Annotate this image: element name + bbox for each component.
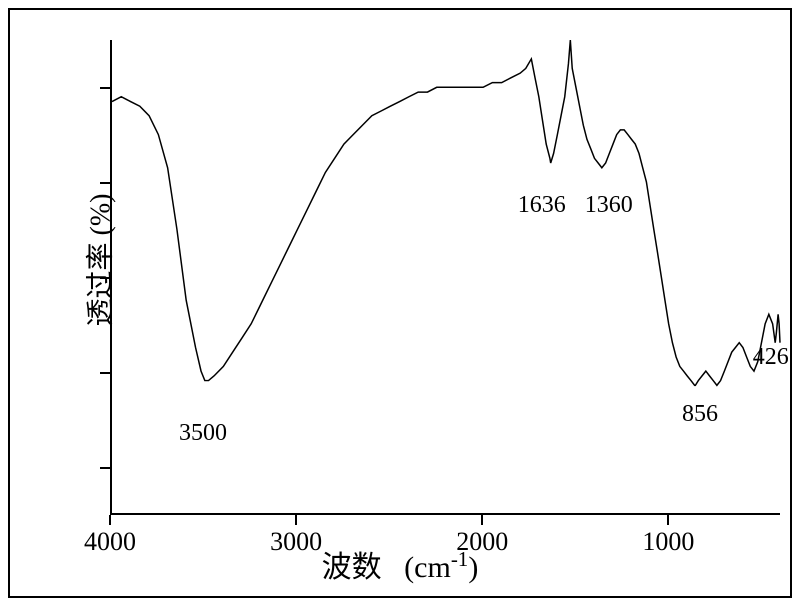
peak-label: 3500: [179, 420, 227, 447]
y-tick: [100, 87, 110, 89]
peak-label: 856: [682, 401, 718, 428]
x-tick-label: 3000: [270, 527, 322, 557]
x-tick: [481, 515, 483, 525]
x-tick: [295, 515, 297, 525]
figure-frame: 透过率 (%) 波数 (cm-1) 350016361360856426 400…: [8, 8, 792, 598]
y-tick: [100, 182, 110, 184]
x-tick: [109, 515, 111, 525]
x-axis-label-unit-prefix: (cm: [404, 551, 451, 584]
x-tick: [667, 515, 669, 525]
x-axis-label-text: 波数: [322, 551, 382, 584]
y-tick: [100, 467, 110, 469]
y-tick: [100, 277, 110, 279]
peak-label: 1360: [585, 192, 633, 219]
ir-spectrum-line: [112, 40, 780, 385]
x-tick-label: 4000: [84, 527, 136, 557]
x-tick-label: 2000: [456, 527, 508, 557]
peak-label: 426: [753, 344, 789, 371]
x-tick-label: 1000: [642, 527, 694, 557]
y-tick: [100, 372, 110, 374]
peak-label: 1636: [518, 192, 566, 219]
